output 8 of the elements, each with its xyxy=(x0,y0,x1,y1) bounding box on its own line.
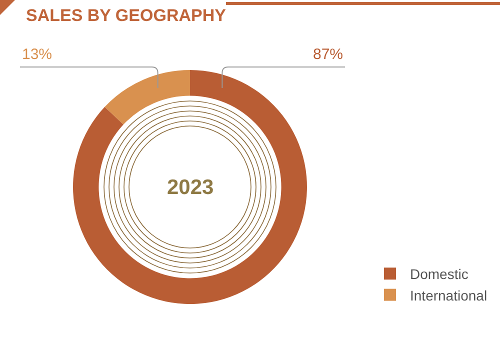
donut-slice xyxy=(104,70,190,125)
data-label: 87% xyxy=(313,46,344,63)
chart-title: SALES BY GEOGRAPHY xyxy=(26,6,226,26)
donut-slice xyxy=(73,70,307,304)
legend-label: Domestic xyxy=(410,266,468,282)
legend-label: International xyxy=(410,287,488,304)
data-label: 13% xyxy=(22,46,52,63)
text: 2023 xyxy=(167,176,214,199)
